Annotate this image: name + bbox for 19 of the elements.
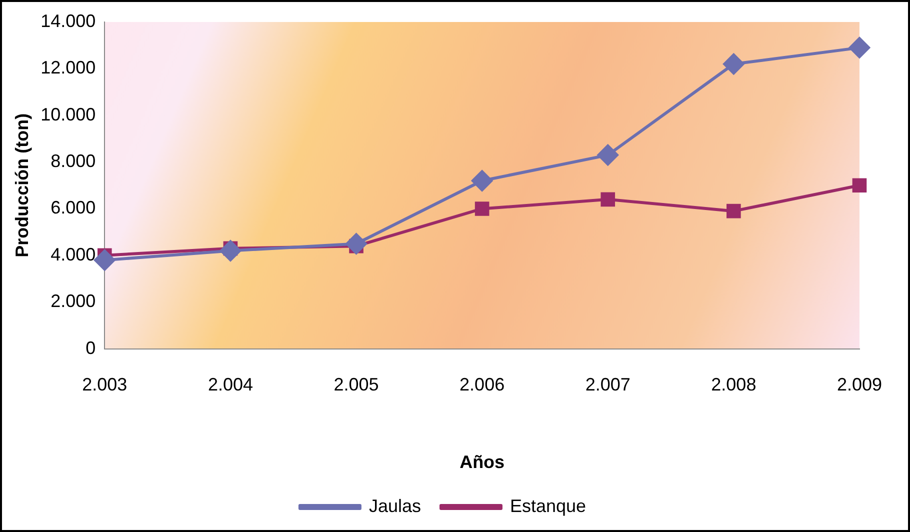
x-tick-label: 2.004 bbox=[208, 374, 253, 395]
x-tick-label: 2.009 bbox=[836, 374, 882, 395]
x-tick-label: 2.005 bbox=[334, 374, 379, 395]
x-tick-label: 2.003 bbox=[82, 374, 128, 395]
y-tick-label: 8.000 bbox=[50, 151, 96, 172]
y-axis-title: Producción (ton) bbox=[12, 113, 32, 258]
x-tick-label: 2.008 bbox=[711, 374, 756, 395]
y-tick-label: 14.000 bbox=[40, 10, 96, 31]
x-tick-label: 2.006 bbox=[460, 374, 505, 395]
y-tick-label: 10.000 bbox=[40, 104, 96, 124]
legend-label: Jaulas bbox=[368, 496, 421, 516]
y-tick-label: 4.000 bbox=[50, 244, 96, 264]
y-tick-label: 2.000 bbox=[50, 291, 96, 312]
x-tick-label: 2.007 bbox=[585, 374, 630, 395]
y-tick-label: 12.000 bbox=[40, 58, 96, 78]
x-axis-title: Años bbox=[460, 452, 505, 472]
legend-label: Estanque bbox=[510, 496, 586, 516]
y-tick-label: 0 bbox=[86, 338, 96, 358]
y-tick-label: 6.000 bbox=[50, 198, 96, 218]
